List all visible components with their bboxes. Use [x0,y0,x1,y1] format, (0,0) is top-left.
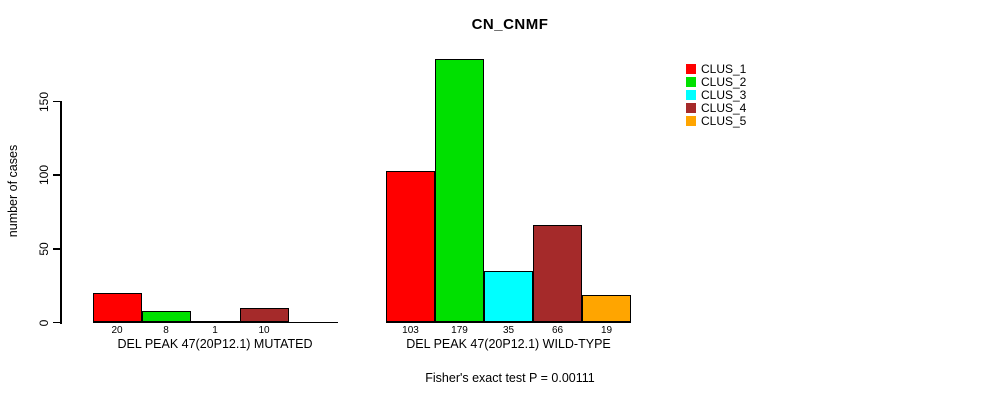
y-axis-tick [53,174,60,176]
legend-label: CLUS_3 [701,87,747,102]
bar-value-label: 35 [502,325,515,336]
legend-swatch-clus_3 [686,89,696,100]
legend-label: CLUS_2 [701,74,747,89]
bar-value-label: 20 [111,325,123,336]
bar-value-label: 8 [163,325,169,336]
bar-clus_4 [239,307,289,323]
bar-value-label: 66 [551,325,564,336]
bar-clus_1 [386,170,435,323]
bar-value-label: 19 [600,325,613,336]
group-baseline [92,321,338,324]
legend-swatch-clus_5 [686,115,696,126]
bar-clus_2 [435,58,484,323]
bar-value-label: 103 [402,325,419,336]
bar-clus_4 [533,225,582,323]
y-axis-tick-label: 0 [37,319,51,326]
legend-label: CLUS_4 [701,100,747,115]
legend: CLUS_1 CLUS_2 CLUS_3 CLUS_4 CLUS_5 [686,61,747,128]
legend-swatch-clus_4 [686,102,696,113]
y-axis-tick-label: 150 [37,91,51,112]
group-label: DEL PEAK 47(20P12.1) WILD-TYPE [406,337,611,351]
legend-swatch-clus_2 [686,76,696,87]
bar-value-label: 1 [212,325,218,336]
legend-label: CLUS_5 [701,113,747,128]
group-baseline [386,321,631,324]
y-axis-line [60,100,62,324]
bar-clus_1 [92,293,142,323]
legend-item-clus_3: CLUS_3 [686,87,747,102]
y-axis-tick-label: 100 [37,165,51,186]
y-axis-tick [53,100,60,103]
y-axis-tick [53,248,60,250]
legend-swatch-clus_1 [686,63,696,74]
y-axis-tick-label: 50 [37,242,51,256]
legend-item-clus_2: CLUS_2 [686,74,747,89]
fisher-test-annotation: Fisher's exact test P = 0.00111 [425,371,595,385]
legend-item-clus_5: CLUS_5 [686,113,747,128]
chart-title: CN_CNMF [471,16,549,33]
bar-value-label: 10 [258,325,270,336]
y-axis-tick [53,321,60,324]
bar-value-label: 179 [451,325,468,336]
bar-clus_3 [484,270,533,323]
legend-item-clus_4: CLUS_4 [686,100,747,115]
bar-clus_5 [582,294,631,323]
legend-label: CLUS_1 [701,61,747,76]
legend-item-clus_1: CLUS_1 [686,61,747,76]
group-label: DEL PEAK 47(20P12.1) MUTATED [117,337,313,351]
